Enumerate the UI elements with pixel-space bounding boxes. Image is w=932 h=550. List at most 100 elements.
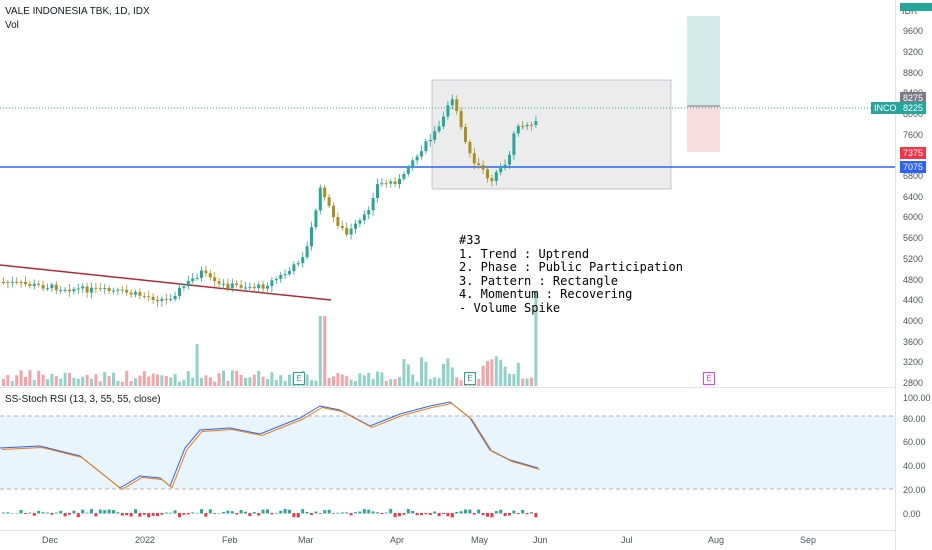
volume-bar [323,316,327,386]
price-tick: 6800 [903,171,924,181]
volume-bar [503,366,507,386]
histogram-bar [354,512,357,514]
volume-bar [455,377,459,386]
histogram-bar [204,513,208,517]
volume-bar [138,375,142,386]
histogram-bar [428,513,432,515]
earnings-icon[interactable]: E [464,372,476,385]
histogram-bar [314,511,318,514]
price-tick: 6400 [903,191,924,202]
volume-bar [406,364,410,386]
histogram-bar [367,509,371,514]
candle [239,285,243,288]
price-tick: 3600 [903,336,924,347]
histogram-bar [384,512,388,514]
volume-bar [230,370,234,386]
volume-bar [477,379,481,386]
histogram-bar [455,511,459,514]
volume-bar [332,376,335,386]
volume-bar [63,372,67,386]
histogram-bar [28,512,32,514]
candle [6,282,10,284]
candle [222,283,225,285]
volume-bar [420,357,423,386]
histogram-bar [186,513,190,515]
volume-bar [358,373,362,386]
volume-bar [125,370,129,386]
volume-bar [450,367,454,386]
volume-bar [107,376,111,386]
candle [261,284,265,289]
volume-bar [512,373,516,386]
histogram-bar [266,509,269,514]
volume-bar [239,374,243,386]
volume-bar [24,376,27,386]
volume-bar [182,379,186,386]
histogram-bar [226,510,230,514]
histogram-bar [50,513,54,515]
volume-label: Vol [5,20,19,31]
price-chart[interactable] [0,0,895,387]
rsi-tick: 0.00 [903,509,921,519]
volume-bar [235,370,239,386]
histogram-bar [288,509,291,514]
volume-bar [103,371,107,386]
histogram-bar [6,512,10,514]
candle [393,181,397,185]
candle [314,210,318,228]
histogram-bar [468,509,472,514]
candle [59,289,63,291]
price-tick: 7600 [903,129,924,140]
histogram-bar [59,510,63,514]
volume-bar [72,377,76,386]
support-price-tag: 7075 [900,161,927,173]
candle [415,156,419,161]
histogram-bar [433,511,437,514]
candle [125,289,129,293]
candle [464,127,467,142]
rectangle-pattern [431,79,672,190]
histogram-bar [200,509,203,514]
earnings-icon[interactable]: E [703,372,715,385]
volume-bar [415,381,419,386]
volume-bar [68,373,71,386]
candle [46,288,49,290]
candle [472,153,476,164]
volume-bar [354,381,357,386]
histogram-bar [252,512,256,514]
candle [90,287,93,293]
histogram-bar [332,513,335,514]
candle [508,154,511,165]
volume-bar [54,376,58,386]
histogram-bar [503,513,507,516]
volume-bar [244,377,247,386]
histogram-bar [472,513,476,515]
volume-bar [283,380,287,386]
target-zone [687,16,720,106]
earnings-icon[interactable]: E [293,372,305,385]
histogram-bar [499,509,503,514]
volume-bar [81,376,85,386]
histogram-bar [292,513,296,518]
time-tick: May [471,535,489,545]
volume-bar [217,373,221,386]
stoch-rsi-chart[interactable] [0,388,895,530]
volume-bar [349,379,353,386]
histogram-bar [345,512,349,514]
candle [477,163,481,166]
histogram-bar [420,513,423,516]
price-tick: 9600 [903,26,924,37]
histogram-bar [76,513,80,518]
candle [28,284,32,286]
histogram-bar [120,513,124,516]
candle [354,223,357,229]
target-top-tag [900,3,932,11]
trend-line[interactable] [0,264,332,301]
volume-bar [481,365,485,386]
time-tick: Dec [42,535,59,545]
target-price-tag: 8275 [900,92,927,104]
price-tick: 9200 [903,46,924,57]
candle [85,286,89,293]
candle [200,270,203,278]
volume-bar [380,372,384,386]
